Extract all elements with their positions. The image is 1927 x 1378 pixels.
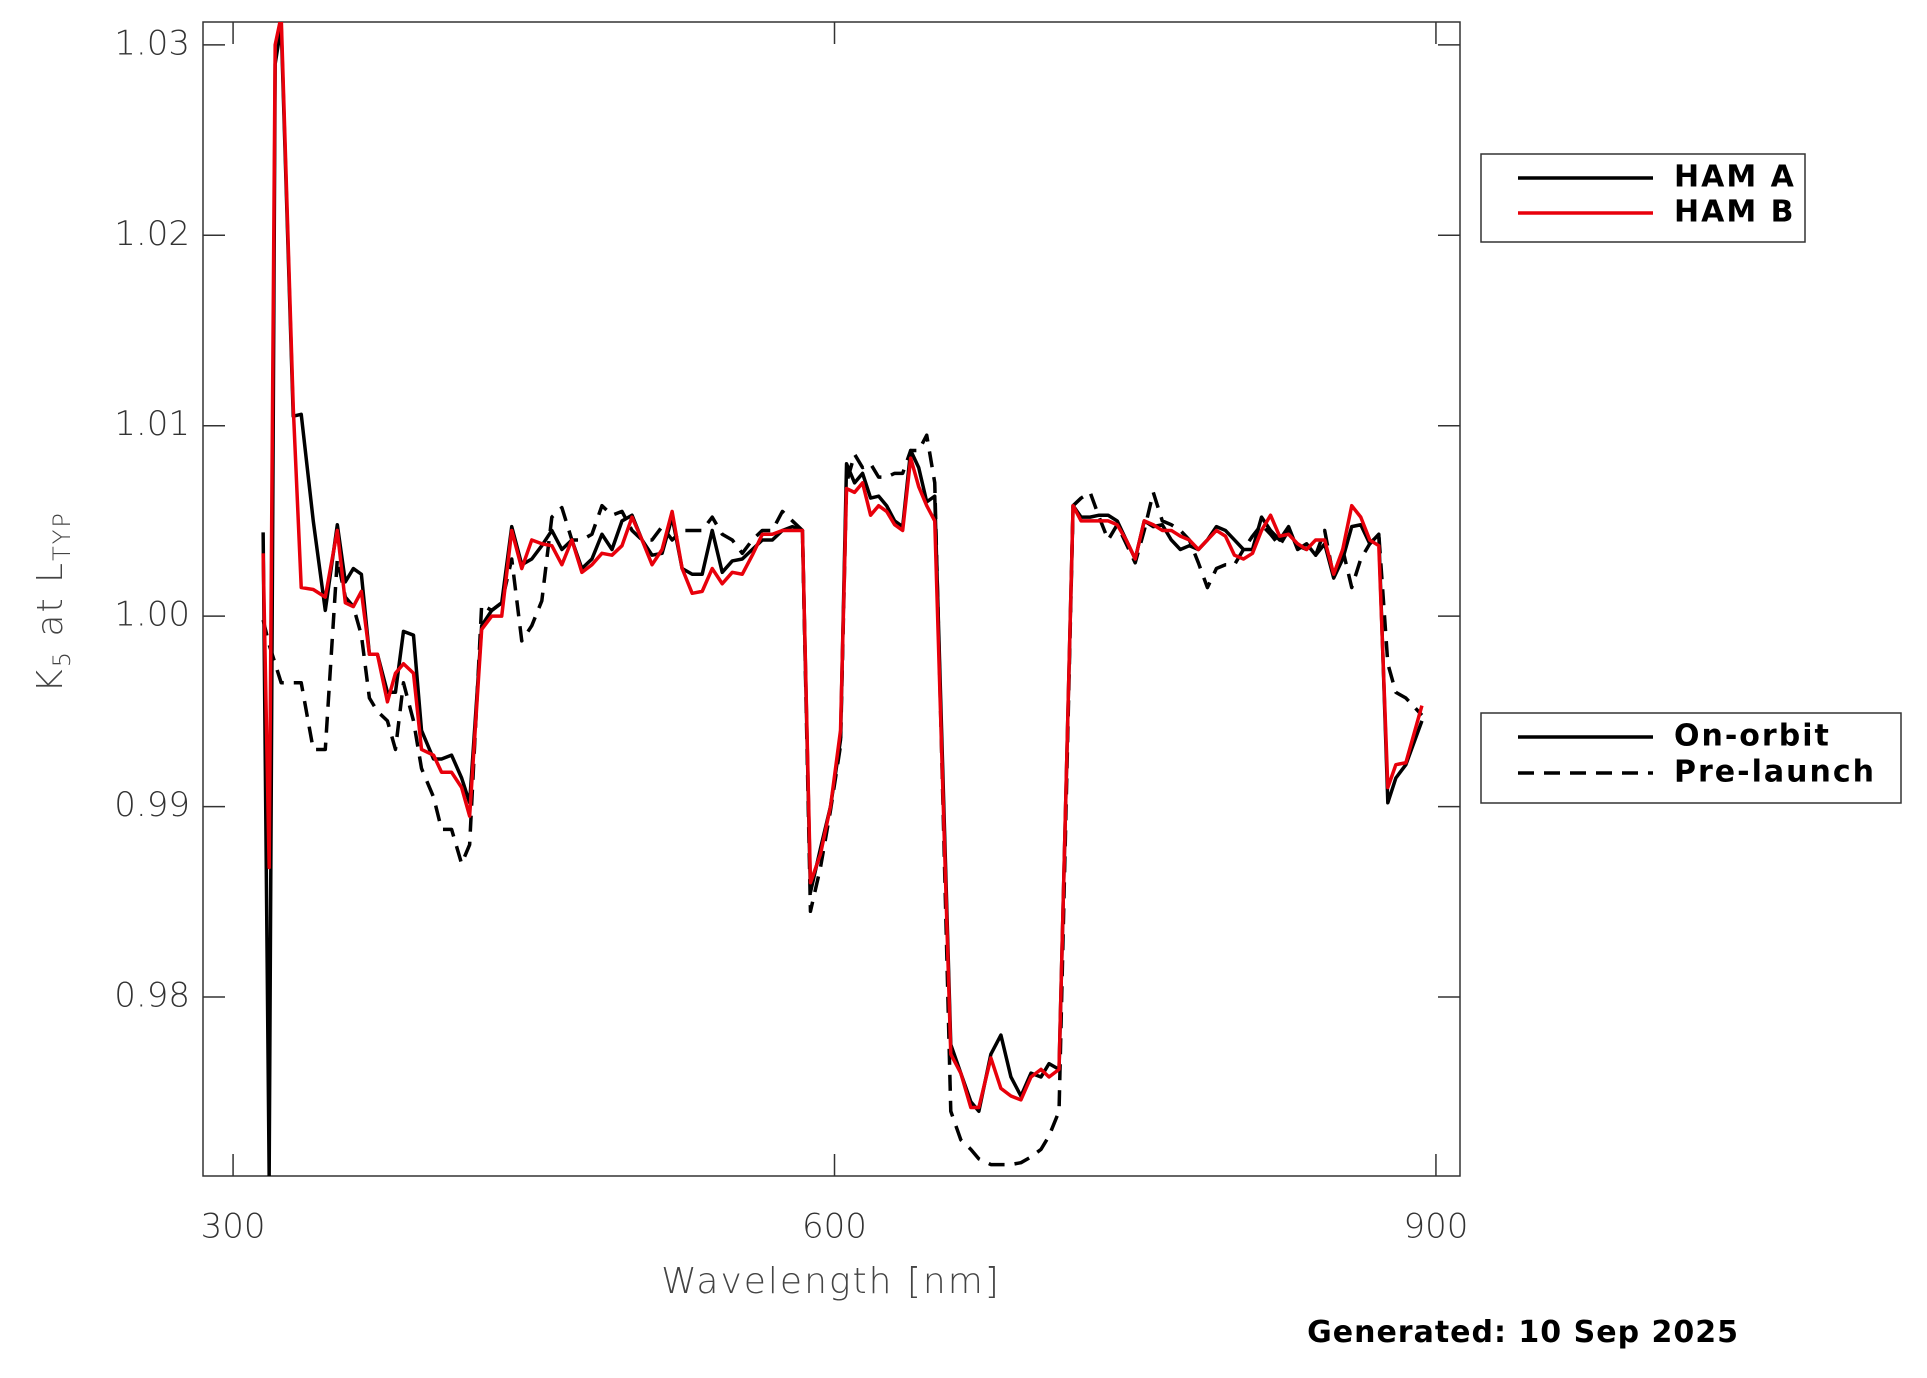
x-tick-label: 300 bbox=[201, 1207, 266, 1247]
x-tick-label: 600 bbox=[802, 1207, 867, 1247]
annotation: Generated: 10 Sep 2025 bbox=[1307, 1315, 1739, 1350]
y-tick-label: 0.98 bbox=[114, 975, 190, 1015]
y-tick-label: 1.03 bbox=[114, 23, 190, 63]
legend-label: HAM A bbox=[1674, 160, 1796, 195]
legend-label: Pre-launch bbox=[1674, 755, 1876, 790]
legend-box bbox=[1480, 153, 1806, 243]
y-axis-label-part: K bbox=[30, 667, 71, 693]
y-tick-label: 1.00 bbox=[114, 595, 190, 635]
y-axis-label-part: at L bbox=[30, 561, 71, 650]
series-line bbox=[261, 22, 1424, 1110]
legend-box bbox=[1480, 712, 1902, 804]
y-tick-label: 1.02 bbox=[114, 214, 190, 254]
plot-frame bbox=[202, 21, 1461, 1177]
legend-label: On-orbit bbox=[1674, 719, 1831, 754]
y-axis-label: K5 at LTYP bbox=[30, 511, 76, 693]
x-axis-label: Wavelength [nm] bbox=[661, 1261, 1001, 1302]
x-tick-label: 900 bbox=[1403, 1207, 1468, 1247]
y-tick-label: 1.01 bbox=[114, 404, 190, 444]
y-axis-label-part: TYP bbox=[48, 511, 76, 561]
legend-label: HAM B bbox=[1674, 195, 1796, 230]
y-axis-label-part: 5 bbox=[48, 650, 76, 667]
y-tick-label: 0.99 bbox=[114, 785, 190, 825]
plot-lines bbox=[261, 22, 1424, 1176]
series-line bbox=[261, 433, 1424, 1167]
series-line bbox=[261, 24, 1424, 1176]
